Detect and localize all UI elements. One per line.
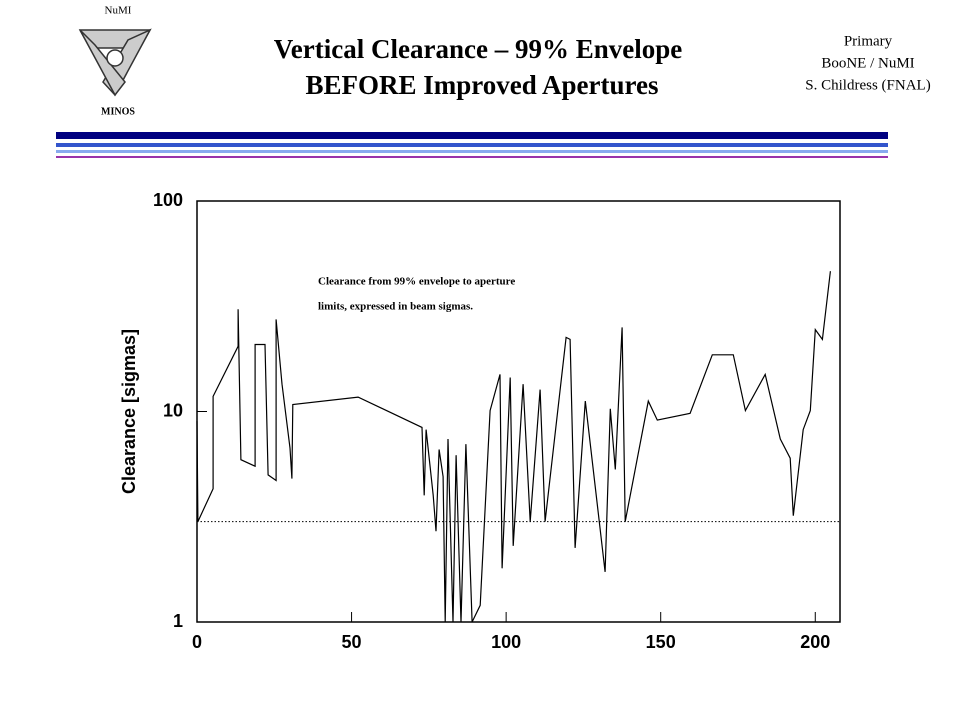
y-axis-label: Clearance [sigmas] <box>119 329 139 494</box>
x-tick-label: 150 <box>646 632 676 652</box>
annotation: Clearance from 99% envelope to aperture <box>318 276 515 288</box>
title-line: BEFORE Improved Apertures <box>305 70 658 100</box>
x-tick-label: 100 <box>491 632 521 652</box>
plot-frame <box>196 200 841 623</box>
y-tick-label: 1 <box>173 611 183 631</box>
info-line: Primary <box>844 33 893 49</box>
y-tick-label: 100 <box>153 190 183 210</box>
y-tick-label: 10 <box>163 400 183 420</box>
logo-top: NuMI <box>105 5 132 17</box>
logo-bottom: MINOS <box>101 106 135 117</box>
info-line: S. Childress (FNAL) <box>805 77 930 93</box>
data-line <box>196 271 831 623</box>
title-line: Vertical Clearance – 99% Envelope <box>274 34 682 64</box>
info-line: BooNE / NuMI <box>821 55 914 71</box>
annotation: limits, expressed in beam sigmas. <box>318 301 473 313</box>
x-tick-label: 50 <box>342 632 362 652</box>
header-rule <box>56 132 888 158</box>
logo <box>78 28 152 97</box>
x-tick-label: 200 <box>800 632 830 652</box>
x-tick-label: 0 <box>192 632 202 652</box>
